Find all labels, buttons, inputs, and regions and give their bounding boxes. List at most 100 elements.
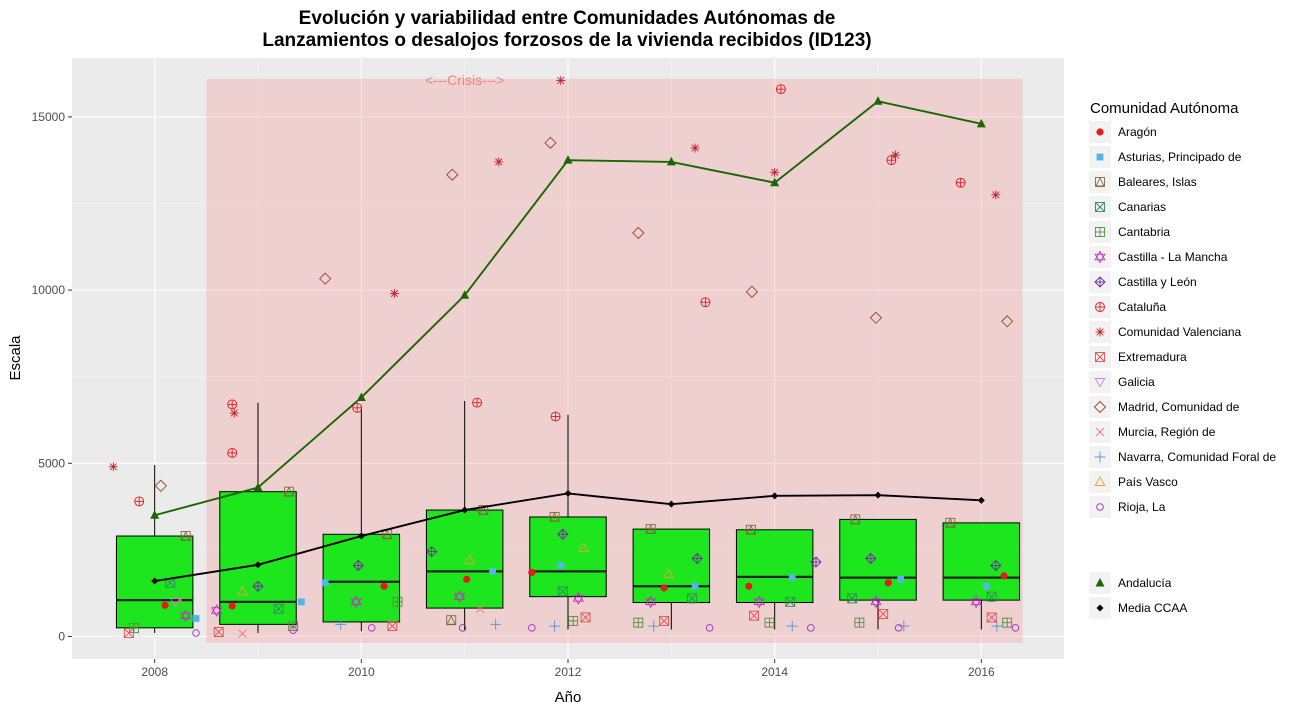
triangle — [873, 96, 883, 105]
region-point — [1002, 617, 1013, 628]
stroke — [891, 151, 900, 159]
series-point — [667, 500, 675, 508]
series-point — [150, 510, 160, 519]
region-point — [387, 621, 398, 632]
region-point — [227, 399, 238, 410]
region-point — [228, 602, 236, 610]
legend-key-bg — [1089, 246, 1111, 268]
series-point — [253, 482, 263, 492]
region-point — [568, 615, 579, 626]
ring — [705, 624, 714, 632]
stroke — [165, 577, 175, 588]
triangle-up — [453, 590, 466, 600]
region-point — [352, 402, 363, 413]
legend-label: Canarias — [1118, 200, 1166, 214]
legend-key-bg — [1089, 171, 1111, 193]
region-point — [236, 585, 249, 596]
triangle — [850, 514, 860, 524]
triangle-up — [1094, 250, 1106, 261]
square — [749, 610, 759, 621]
stroke — [771, 168, 779, 176]
box-rect — [529, 516, 607, 598]
triangle — [180, 531, 191, 541]
series-point — [356, 392, 366, 401]
dot — [745, 582, 753, 590]
box-2011 — [425, 400, 504, 631]
region-point — [705, 624, 714, 632]
stroke — [557, 76, 565, 85]
region-point — [745, 582, 753, 590]
region-point — [161, 601, 169, 609]
region-point — [335, 618, 347, 630]
triangle — [1094, 378, 1106, 388]
legend-title: Comunidad Autónoma — [1090, 100, 1239, 117]
legend-symbol — [1095, 176, 1105, 187]
region-point — [549, 620, 561, 632]
region-point — [556, 76, 566, 86]
chart-title-line2: Lanzamientos o desalojos forzosos de la … — [262, 30, 871, 51]
diamond — [357, 532, 365, 540]
region-point — [321, 579, 329, 587]
region-point — [180, 531, 191, 541]
dot — [1096, 128, 1104, 136]
stroke — [992, 191, 1000, 199]
region-point — [990, 559, 1002, 572]
legend-symbol — [1095, 352, 1105, 362]
stroke — [1096, 328, 1104, 336]
region-point — [991, 620, 1003, 632]
region-point — [213, 627, 224, 637]
square — [273, 603, 284, 614]
region-point — [389, 289, 399, 299]
legend-key — [1089, 421, 1111, 443]
legend-key-bg — [1089, 496, 1111, 518]
legend-key-bg — [1089, 471, 1111, 493]
series-point — [563, 155, 573, 164]
region-point — [472, 397, 483, 408]
region-point — [580, 612, 591, 623]
region-point — [350, 595, 362, 609]
square — [321, 579, 329, 587]
diamond — [564, 489, 572, 497]
square — [192, 615, 200, 622]
region-point — [986, 591, 997, 602]
diamond — [632, 226, 645, 240]
y-tick-label: 0 — [58, 629, 65, 643]
stroke — [687, 593, 697, 604]
dot — [528, 568, 536, 577]
crisis-label: <---Crisis---> — [425, 72, 504, 88]
legend-symbol — [1095, 302, 1105, 312]
region-point — [884, 579, 892, 587]
region-point — [475, 604, 485, 614]
region-point — [660, 584, 668, 592]
region-point — [897, 575, 905, 583]
region-point — [298, 598, 305, 606]
legend-label: Comunidad Valenciana — [1118, 325, 1242, 339]
region-point — [749, 610, 759, 621]
triangle — [563, 155, 573, 164]
triangle-up — [572, 591, 584, 602]
region-point — [289, 626, 297, 634]
legend-label: Media CCAA — [1118, 601, 1187, 615]
legend-key — [1089, 171, 1111, 193]
stroke — [659, 616, 669, 626]
triangle — [150, 510, 160, 519]
region-point — [785, 596, 796, 607]
region-point — [273, 603, 284, 614]
legend-symbol — [1094, 476, 1106, 486]
dot — [463, 575, 471, 583]
region-point — [544, 136, 557, 150]
series-point — [151, 577, 159, 585]
triangle — [464, 554, 476, 565]
x-axis-ticks: 2008 2010 2012 2014 2016 — [141, 659, 995, 679]
region-point — [528, 568, 536, 577]
box-2012 — [529, 414, 607, 630]
legend-label: Aragón — [1118, 125, 1157, 139]
region-point — [123, 628, 134, 638]
stroke — [1095, 352, 1105, 362]
region-point — [1011, 624, 1020, 632]
legend-key — [1089, 146, 1111, 168]
dot — [228, 602, 236, 610]
diamond — [874, 491, 882, 499]
square — [557, 562, 565, 569]
region-point — [633, 617, 644, 628]
